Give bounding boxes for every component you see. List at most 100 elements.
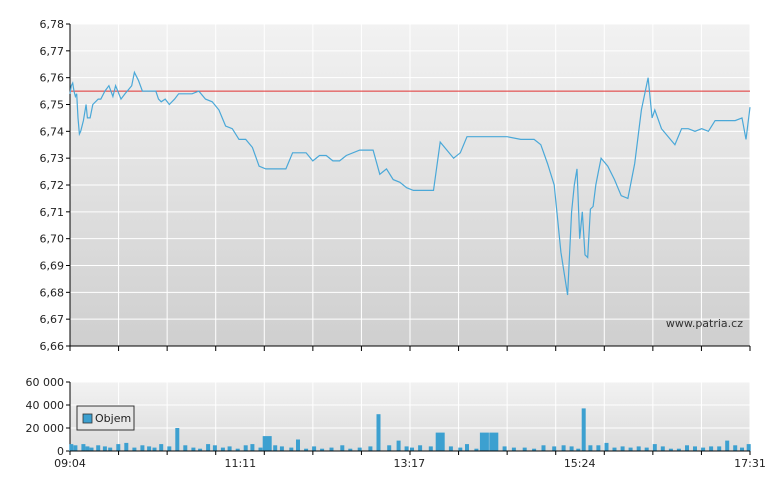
volume-bar (541, 445, 546, 452)
volume-bar (96, 445, 101, 452)
time-tick-label: 17:31 (734, 457, 766, 470)
time-tick-label: 13:17 (393, 457, 425, 470)
volume-bar (250, 444, 255, 451)
volume-y-tick-label: 60 000 (26, 376, 65, 389)
time-tick-label: 11:11 (224, 457, 256, 470)
volume-bar (458, 447, 463, 451)
volume-bar (693, 446, 697, 451)
volume-bar (448, 446, 453, 451)
price-y-tick-label: 6,68 (40, 286, 65, 299)
volume-bar (368, 446, 373, 451)
volume-legend: Objem (76, 405, 135, 431)
volume-bar (124, 442, 129, 451)
volume-bar (604, 442, 609, 451)
volume-bar (717, 446, 722, 451)
volume-bar (725, 440, 730, 451)
volume-bar (73, 445, 78, 452)
volume-bar (81, 444, 86, 451)
volume-bar (701, 447, 706, 451)
volume-bar (312, 446, 317, 451)
price-y-axis: 6,66 6,67 6,68 6,69 6,70 6,71 6,72 6,73 6,74 6,75… (40, 18, 71, 353)
volume-bar (357, 447, 362, 451)
price-y-tick-label: 6,67 (40, 313, 65, 326)
volume-bar (262, 436, 272, 451)
volume-bar (396, 440, 401, 451)
volume-bar (152, 447, 157, 451)
volume-bar (279, 446, 284, 451)
volume-bar (191, 447, 196, 451)
volume-bar (183, 445, 188, 452)
volume-bar (147, 446, 152, 451)
price-y-tick-label: 6,66 (40, 340, 65, 353)
volume-bar (668, 448, 673, 451)
volume-y-tick-label: 0 (57, 445, 64, 458)
volume-bar (376, 414, 381, 451)
volume-y-tick-label: 40 000 (26, 399, 65, 412)
volume-bar (709, 446, 714, 451)
volume-bar (85, 446, 90, 451)
volume-bar (273, 445, 278, 452)
volume-panel: 0 20 000 40 000 60 000 Objem 09:04 11:11 13:1… (26, 376, 766, 470)
volume-bar (561, 445, 566, 452)
volume-bar (588, 445, 593, 452)
volume-bar (116, 444, 121, 451)
price-y-tick-label: 6,72 (40, 179, 65, 192)
volume-bar (596, 445, 601, 452)
volume-bar (69, 444, 74, 451)
volume-bar (740, 447, 744, 451)
volume-bar (479, 432, 489, 451)
watermark: www.patria.cz (666, 317, 743, 330)
volume-bar (220, 447, 225, 451)
price-y-tick-label: 6,71 (40, 206, 65, 219)
volume-bar (329, 447, 334, 451)
volume-y-tick-label: 20 000 (26, 422, 65, 435)
price-y-tick-label: 6,78 (40, 18, 65, 31)
volume-bar (532, 448, 537, 451)
volume-bar (212, 445, 217, 452)
volume-bar (746, 444, 751, 451)
time-tick-label: 15:24 (564, 457, 596, 470)
volume-bar (175, 428, 180, 451)
volume-bar (340, 445, 345, 452)
price-gridlines (69, 23, 751, 347)
volume-x-axis: 09:04 11:11 13:17 15:24 17:31 (54, 450, 766, 470)
volume-bar (410, 447, 414, 451)
price-x-axis (69, 345, 751, 351)
volume-bars (69, 408, 751, 452)
volume-y-axis: 0 20 000 40 000 60 000 (26, 376, 71, 458)
volume-bar (660, 446, 665, 451)
volume-bar (89, 447, 94, 451)
volume-bar (511, 447, 516, 451)
volume-bar (289, 447, 294, 451)
volume-bar (140, 445, 145, 452)
volume-bar (108, 447, 113, 451)
volume-bar (320, 448, 325, 451)
volume-bar (636, 446, 641, 451)
volume-bar (258, 447, 263, 451)
price-panel: 6,66 6,67 6,68 6,69 6,70 6,71 6,72 6,73 6,74 6,75… (40, 18, 751, 353)
volume-bar (167, 446, 172, 451)
volume-bar (502, 446, 507, 451)
price-y-tick-label: 6,73 (40, 152, 65, 165)
volume-bar (581, 408, 586, 451)
volume-bar (159, 444, 164, 451)
legend-swatch (82, 413, 93, 424)
price-y-tick-label: 6,70 (40, 233, 65, 246)
price-series-line (69, 70, 751, 296)
volume-bar (620, 446, 625, 451)
volume-bar (652, 444, 657, 451)
volume-bar (569, 446, 574, 451)
volume-bar (465, 444, 469, 451)
volume-bar (206, 444, 211, 451)
volume-bar (404, 446, 409, 451)
volume-bar (227, 446, 232, 451)
volume-bar (418, 445, 423, 452)
price-y-tick-label: 6,77 (40, 45, 65, 58)
volume-bar (489, 432, 499, 451)
volume-bar (296, 439, 300, 451)
price-y-tick-label: 6,76 (40, 72, 65, 85)
volume-bar (552, 446, 557, 451)
volume-bar (428, 446, 433, 451)
